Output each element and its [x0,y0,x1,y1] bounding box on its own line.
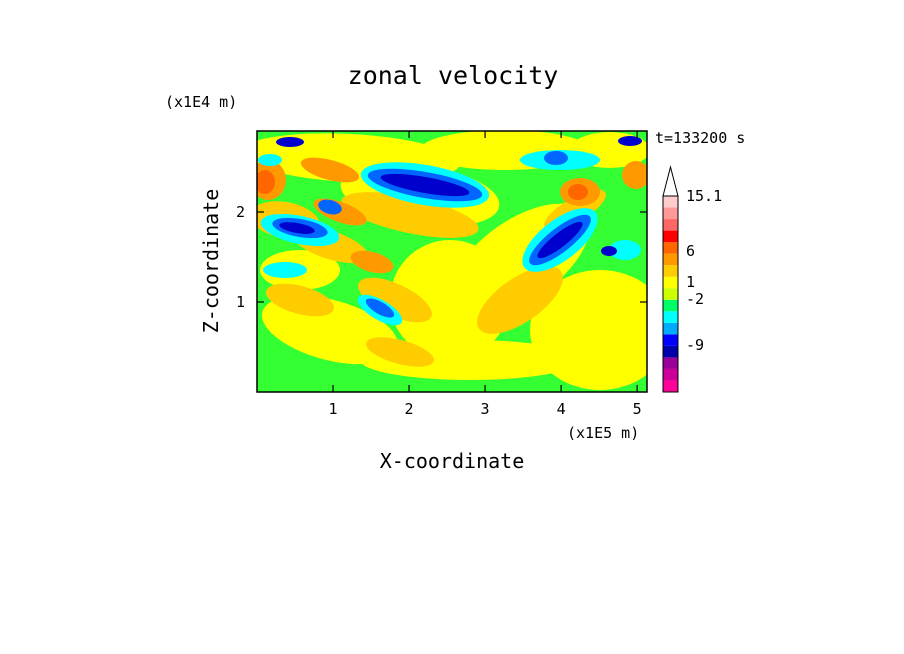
x-axis-ticks: 1 2 3 4 5 [329,131,642,418]
contour-blob [318,199,342,215]
contour-blob [263,262,307,278]
contour-blob [601,246,617,256]
contour-blob [568,184,588,200]
contour-blob [257,170,275,194]
colorbar-swatch [663,299,678,312]
colorbar-swatch [663,345,678,358]
colorbar-label: 15.1 [686,187,722,205]
contour-blob [618,136,642,146]
colorbar-swatch [663,276,678,289]
time-label: t=133200 s [655,129,745,147]
contour-blob [350,250,394,274]
contour-blob [265,283,335,317]
colorbar-swatch [663,196,678,208]
colorbar-swatch [663,288,678,300]
x-tick-label: 5 [633,400,642,418]
colorbar-swatch [663,230,678,243]
x-tick-label: 1 [329,400,338,418]
colorbar-swatch [663,322,678,335]
y-axis-ticks: 12 [236,203,647,311]
contour-blob [380,173,470,197]
contour-blob [365,298,395,318]
contour-blob [276,137,304,147]
x-axis-label: X-coordinate [380,449,525,473]
contour-blob [477,266,563,334]
colorbar-swatch [663,380,678,392]
colorbar-swatch [663,368,678,381]
y-tick-label: 2 [236,203,245,221]
x-unit-label: (x1E5 m) [567,424,639,442]
contour-blob [341,192,479,238]
contour-blob [390,240,510,360]
x-tick-label: 4 [557,400,566,418]
colorbar-swatch [663,242,678,254]
chart-title: zonal velocity [348,61,559,90]
colorbar-swatch [663,334,678,346]
x-tick-label: 2 [405,400,414,418]
colorbar-swatch [663,253,678,266]
y-axis-label: Z-coordinate [199,189,223,334]
contour-blob [366,337,434,367]
contour-blob [358,277,432,323]
colorbar-extend-arrow [662,165,679,197]
colorbar: 15.1 6 1-2 -9 [662,165,722,393]
contour-blob [258,154,282,166]
contour-blob [609,240,641,260]
contour-blob [544,151,568,165]
colorbar-label: -2 [686,290,704,308]
y-unit-label: (x1E4 m) [165,93,237,111]
colorbar-swatch [663,207,678,220]
colorbar-swatch [663,357,678,369]
colorbar-swatch [663,265,678,277]
y-tick-label: 1 [236,293,245,311]
contour-blob [279,222,315,234]
contour-blob [300,157,360,183]
colorbar-swatch [663,219,678,231]
colorbar-label: -9 [686,336,704,354]
colorbar-label: 6 [686,242,695,260]
colorbar-swatch [663,311,678,323]
colorbar-label: 1 [686,273,695,291]
velocity-field [257,131,647,392]
plot-frame [256,130,648,393]
contour-blob [537,221,583,259]
contour-blob [622,161,647,189]
x-tick-label: 3 [481,400,490,418]
